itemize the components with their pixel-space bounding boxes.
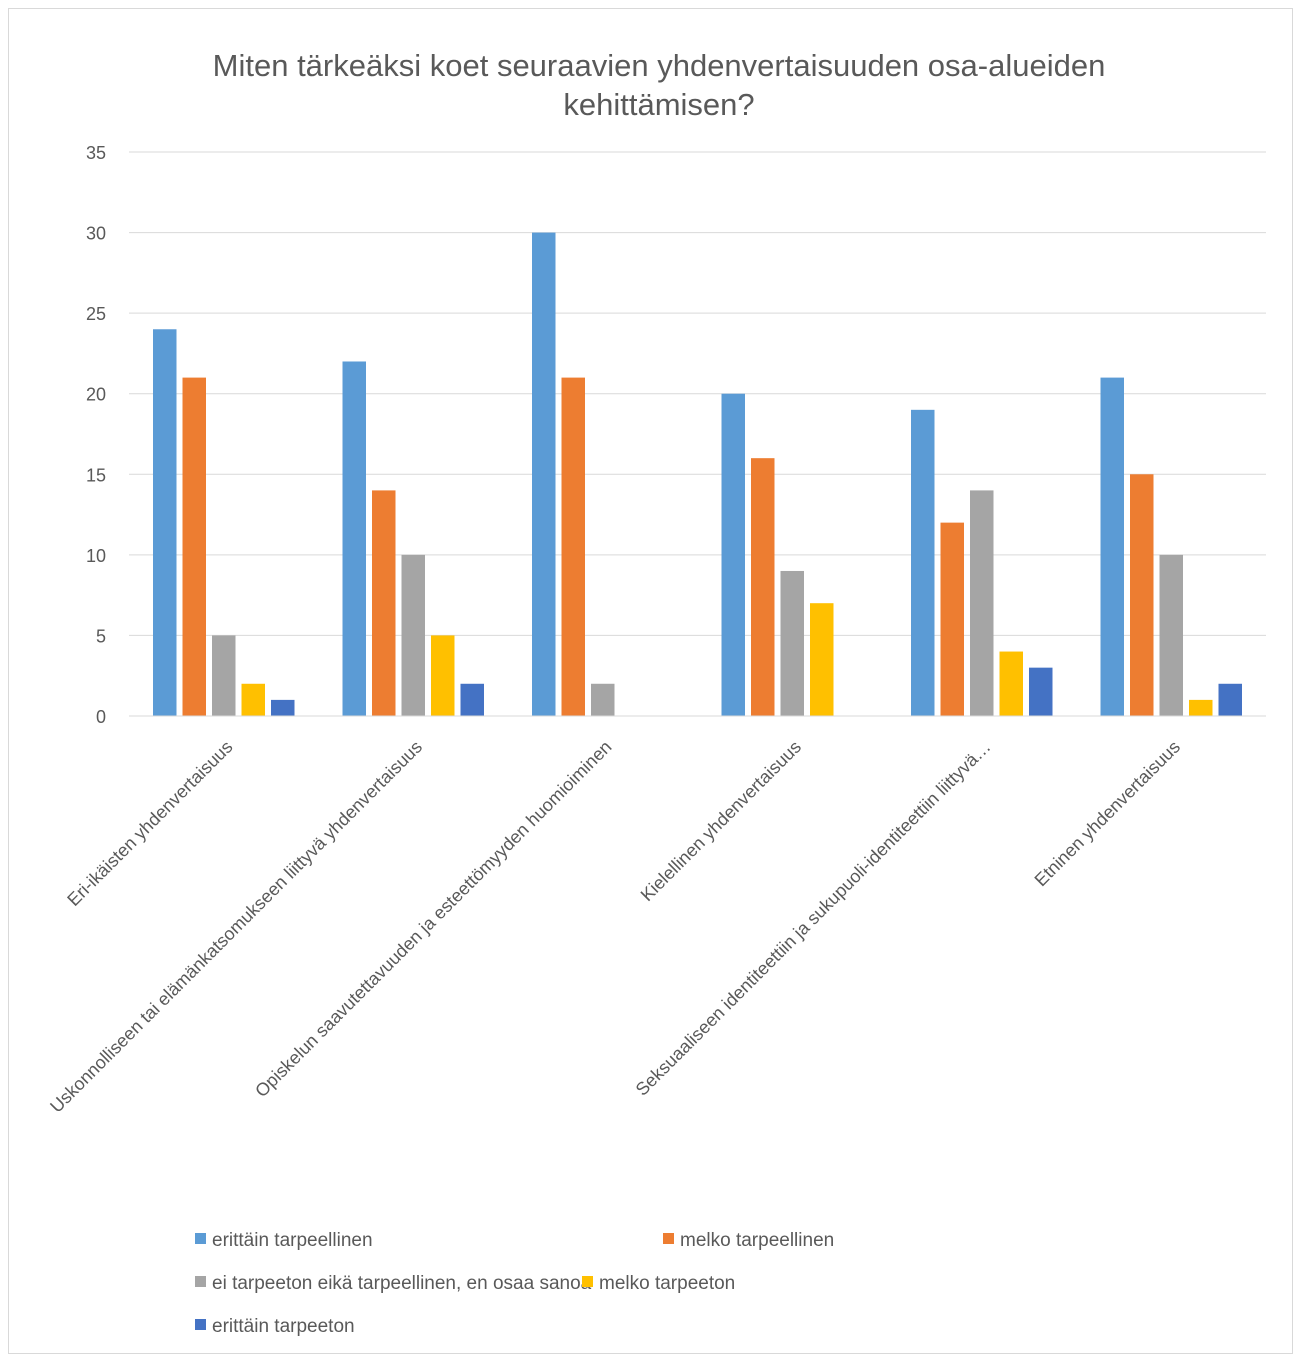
y-tick-label: 30 xyxy=(86,224,106,244)
bar xyxy=(780,570,804,716)
category-labels: Eri-ikäisten yhdenvertaisuusUskonnollise… xyxy=(46,737,1184,1117)
bar xyxy=(1189,699,1213,716)
legend-label: melko tarpeeton xyxy=(599,1273,735,1294)
y-tick-label: 10 xyxy=(86,546,106,566)
bar xyxy=(401,554,425,716)
bar-chart: Miten tärkeäksi koet seuraavien yhdenver… xyxy=(46,48,1266,1337)
y-tick-label: 0 xyxy=(96,707,106,727)
y-tick-label: 25 xyxy=(86,304,106,324)
bar xyxy=(911,409,935,716)
bar xyxy=(182,377,206,716)
bar xyxy=(532,232,556,717)
category-label: Seksuaaliseen identiteettiin ja sukupuol… xyxy=(632,737,995,1100)
legend-swatch xyxy=(582,1276,593,1287)
legend-label: melko tarpeellinen xyxy=(680,1230,834,1251)
bar xyxy=(721,393,745,716)
legend-swatch xyxy=(663,1233,674,1244)
chart-frame: Miten tärkeäksi koet seuraavien yhdenver… xyxy=(8,8,1293,1354)
category-label: Kielellinen yhdenvertaisuus xyxy=(637,737,805,905)
bar xyxy=(372,490,396,716)
category-label: Uskonnolliseen tai elämänkatsomukseen li… xyxy=(46,737,426,1117)
chart-title-line-1: Miten tärkeäksi koet seuraavien yhdenver… xyxy=(213,48,1106,83)
bar xyxy=(751,458,775,716)
bar xyxy=(342,361,366,716)
bar xyxy=(591,683,615,716)
bar xyxy=(1218,683,1242,716)
legend-swatch xyxy=(195,1276,206,1287)
y-axis-tick-labels: 0 5 10 15 20 25 30 35 xyxy=(86,143,106,727)
chart-title-line-2: kehittämisen? xyxy=(563,87,754,122)
bar xyxy=(561,377,585,716)
bar xyxy=(1100,377,1124,716)
legend-label: erittäin tarpeellinen xyxy=(212,1230,373,1251)
category-label: Eri-ikäisten yhdenvertaisuus xyxy=(63,737,236,910)
y-tick-label: 15 xyxy=(86,465,106,485)
bar xyxy=(431,635,455,716)
bar xyxy=(999,651,1023,716)
legend-swatch xyxy=(195,1233,206,1244)
y-tick-label: 20 xyxy=(86,385,106,405)
bar xyxy=(1029,667,1053,716)
legend-label: erittäin tarpeeton xyxy=(212,1316,355,1337)
bar xyxy=(1130,474,1154,716)
y-tick-label: 5 xyxy=(96,626,106,646)
bar xyxy=(460,683,484,716)
bar xyxy=(241,683,265,716)
bar xyxy=(940,522,964,716)
legend-label: ei tarpeeton eikä tarpeellinen, en osaa … xyxy=(212,1273,592,1294)
legend-swatch xyxy=(195,1319,206,1330)
bar xyxy=(1159,554,1183,716)
bar xyxy=(271,699,295,716)
bar xyxy=(153,329,177,716)
category-label: Opiskelun saavutettavuuden ja esteettömy… xyxy=(251,737,615,1101)
gridlines xyxy=(129,151,1266,636)
bars xyxy=(153,232,1242,717)
y-tick-label: 35 xyxy=(86,143,106,163)
bar xyxy=(970,490,994,716)
legend: erittäin tarpeellinen melko tarpeellinen e… xyxy=(195,1230,834,1337)
chart-title: Miten tärkeäksi koet seuraavien yhdenver… xyxy=(213,48,1106,122)
bar xyxy=(810,603,834,716)
bar xyxy=(212,635,236,716)
category-label: Etninen yhdenvertaisuus xyxy=(1031,737,1185,891)
